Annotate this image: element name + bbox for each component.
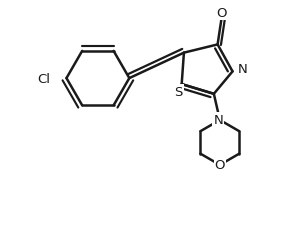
Text: O: O — [215, 159, 225, 172]
Text: N: N — [237, 63, 247, 76]
Text: N: N — [213, 114, 223, 127]
Text: S: S — [175, 86, 183, 99]
Text: O: O — [216, 7, 227, 20]
Text: Cl: Cl — [37, 72, 50, 85]
